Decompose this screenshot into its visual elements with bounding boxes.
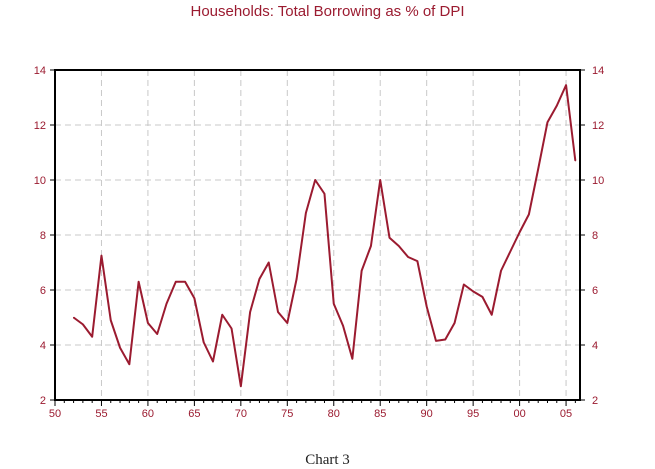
x-tick-label: 95 xyxy=(467,408,479,420)
y-tick-label-right: 12 xyxy=(592,120,604,132)
x-axis-ticks: 50 55 60 65 70 75 80 85 90 95 00 05 xyxy=(49,400,576,420)
data-point xyxy=(91,336,93,338)
y-tick-label-right: 4 xyxy=(592,340,598,352)
data-point xyxy=(537,168,539,170)
data-point xyxy=(119,347,121,349)
data-point xyxy=(519,231,521,233)
data-point xyxy=(407,256,409,258)
data-point xyxy=(398,245,400,247)
y-tick-label-right: 10 xyxy=(592,175,604,187)
x-tick-label: 90 xyxy=(421,408,433,420)
y-tick-label-left: 8 xyxy=(40,230,46,242)
data-point xyxy=(463,283,465,286)
x-tick-label: 65 xyxy=(188,408,200,420)
data-point xyxy=(314,179,316,181)
x-tick-label: 75 xyxy=(281,408,293,420)
x-tick-label: 55 xyxy=(95,408,107,420)
data-point xyxy=(156,333,158,335)
data-point xyxy=(528,213,530,215)
data-point xyxy=(388,237,391,239)
data-point xyxy=(444,338,446,341)
x-tick-label: 05 xyxy=(560,408,572,420)
data-point xyxy=(249,311,251,313)
data-point xyxy=(212,360,214,363)
data-point xyxy=(268,261,270,264)
data-point xyxy=(323,193,326,195)
data-point xyxy=(435,340,437,342)
y-tick-label-right: 14 xyxy=(592,65,604,77)
y-tick-label-right: 6 xyxy=(592,285,598,297)
series-group xyxy=(72,84,577,388)
data-point xyxy=(240,385,242,387)
y-tick-label-left: 12 xyxy=(34,120,46,132)
y-tick-label-left: 2 xyxy=(40,395,46,407)
data-point xyxy=(305,212,307,214)
data-point xyxy=(351,358,353,360)
y-tick-label-left: 10 xyxy=(34,175,46,187)
data-point xyxy=(138,281,140,283)
x-tick-label: 85 xyxy=(374,408,386,420)
data-point xyxy=(221,314,223,316)
data-point xyxy=(556,105,558,107)
series-line xyxy=(72,84,577,388)
y-tick-label-left: 6 xyxy=(40,285,46,297)
data-point xyxy=(184,281,186,283)
chart-title: Households: Total Borrowing as % of DPI xyxy=(190,3,465,20)
data-point xyxy=(453,322,456,324)
data-point xyxy=(500,270,502,272)
figure-caption: Chart 3 xyxy=(305,452,350,468)
data-point xyxy=(203,341,205,343)
gridlines xyxy=(55,70,580,400)
data-point xyxy=(175,281,177,283)
data-point xyxy=(128,363,130,365)
data-point xyxy=(574,160,576,162)
x-tick-label: 60 xyxy=(142,408,154,420)
data-point xyxy=(295,278,298,280)
data-point xyxy=(565,84,567,86)
data-point xyxy=(277,311,279,313)
y-tick-label-left: 4 xyxy=(40,340,46,352)
x-tick-label: 80 xyxy=(328,408,340,420)
data-point xyxy=(491,314,493,316)
y-axis-right-ticks: 2 4 6 8 10 12 14 xyxy=(580,65,604,407)
data-point xyxy=(82,323,84,325)
y-tick-label-right: 8 xyxy=(592,230,598,242)
data-point xyxy=(110,319,112,321)
data-point xyxy=(361,270,363,272)
data-point xyxy=(370,245,372,247)
data-point xyxy=(230,327,233,330)
data-point xyxy=(333,303,335,305)
data-point xyxy=(416,260,418,262)
data-point xyxy=(193,297,195,299)
data-point xyxy=(481,296,484,298)
y-tick-label-left: 14 xyxy=(34,65,46,77)
x-tick-label: 50 xyxy=(49,408,61,420)
data-point xyxy=(286,322,288,324)
y-tick-label-right: 2 xyxy=(592,395,598,407)
data-point xyxy=(472,290,474,292)
data-point xyxy=(165,303,168,305)
data-point xyxy=(546,121,549,123)
data-point xyxy=(426,305,428,308)
x-tick-label: 00 xyxy=(513,408,525,420)
data-point xyxy=(258,278,261,280)
x-tick-label: 70 xyxy=(235,408,247,420)
data-point xyxy=(342,325,344,327)
data-point xyxy=(72,316,75,319)
data-point xyxy=(147,322,149,324)
y-axis-left-ticks: 2 4 6 8 10 12 14 xyxy=(34,65,55,407)
data-point xyxy=(379,179,381,181)
data-point xyxy=(509,250,511,253)
data-point xyxy=(100,255,103,257)
